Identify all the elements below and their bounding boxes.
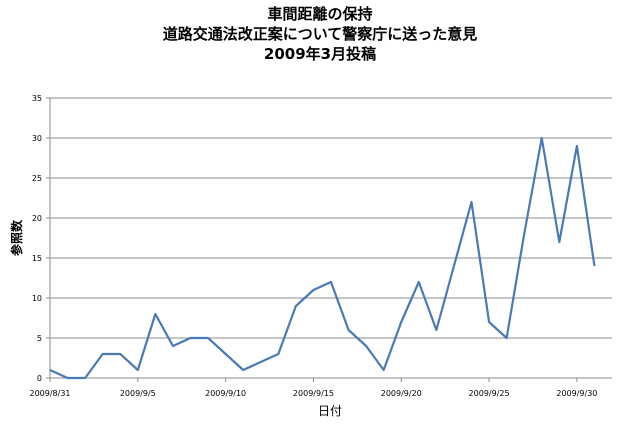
x-tick-label: 2009/9/20 bbox=[381, 389, 422, 398]
y-tick-label: 15 bbox=[32, 254, 42, 263]
y-tick-label: 30 bbox=[32, 134, 42, 143]
x-tick-label: 2009/8/31 bbox=[29, 389, 70, 398]
x-axis-ticks: 2009/8/31 2009/9/5 2009/9/10 2009/9/15 2009/… bbox=[29, 378, 597, 398]
y-tick-label: 0 bbox=[37, 374, 42, 383]
axes bbox=[49, 98, 612, 379]
x-axis-label: 日付 bbox=[318, 404, 342, 418]
x-tick-label: 2009/9/15 bbox=[293, 389, 334, 398]
y-axis-label: 参照数 bbox=[9, 219, 24, 256]
y-tick-label: 25 bbox=[32, 174, 42, 183]
series-group bbox=[49, 136, 596, 380]
gridlines bbox=[50, 97, 612, 339]
y-tick-label: 35 bbox=[32, 94, 42, 103]
x-tick-label: 2009/9/25 bbox=[469, 389, 510, 398]
chart-title-line-2: 道路交通法改正案について警察庁に送った意見 bbox=[162, 25, 478, 43]
chart-title: 車間距離の保持 道路交通法改正案について警察庁に送った意見 2009年3月投稿 bbox=[0, 4, 640, 64]
chart-title-line-3: 2009年3月投稿 bbox=[263, 45, 377, 63]
x-tick-label: 2009/9/30 bbox=[556, 389, 597, 398]
y-axis-ticks: 0 5 10 15 20 25 30 35 bbox=[32, 94, 50, 383]
series-line bbox=[49, 136, 596, 380]
y-tick-label: 5 bbox=[37, 334, 42, 343]
x-tick-label: 2009/9/5 bbox=[120, 389, 156, 398]
y-tick-label: 20 bbox=[32, 214, 42, 223]
chart-title-line-1: 車間距離の保持 bbox=[267, 5, 373, 23]
x-tick-label: 2009/9/10 bbox=[205, 389, 246, 398]
y-tick-label: 10 bbox=[32, 294, 42, 303]
